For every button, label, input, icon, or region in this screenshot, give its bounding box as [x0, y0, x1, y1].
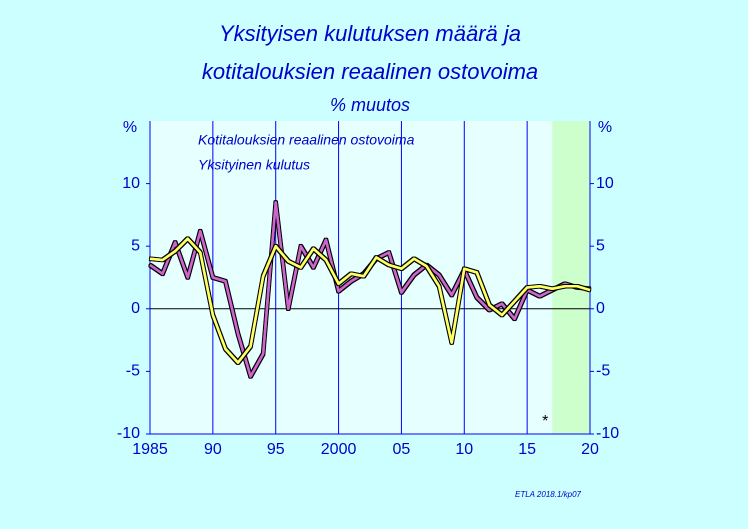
x-tick-label: 15 — [518, 441, 536, 458]
y-axis-label: % — [598, 119, 612, 136]
x-tick-label: 10 — [455, 441, 473, 458]
chart-subtitle: % muutos — [330, 95, 410, 115]
legend-label: Kotitalouksien reaalinen ostovoima — [198, 132, 415, 148]
line — [149, 237, 591, 364]
chart-title: kotitalouksien reaalinen ostovoima — [202, 59, 538, 84]
y-tick-label: 0 — [131, 300, 140, 317]
y-tick-label: -10 — [596, 425, 619, 442]
plot-area — [150, 121, 590, 434]
y-tick-label: 10 — [122, 175, 140, 192]
x-tick-label: 90 — [204, 441, 222, 458]
x-tick-label: 2000 — [321, 441, 357, 458]
x-tick-label: 95 — [267, 441, 285, 458]
source: ETLA 2018.1/kp07 — [515, 490, 582, 499]
annotation: * — [542, 413, 548, 430]
y-tick-label: -5 — [126, 363, 140, 380]
x-tick-label: 20 — [581, 441, 599, 458]
y-tick-label: 10 — [596, 175, 614, 192]
x-tick-label: 05 — [393, 441, 411, 458]
y-axis-label: % — [123, 119, 137, 136]
y-tick-label: -5 — [596, 363, 610, 380]
forecast-region — [552, 121, 590, 434]
x-tick-label: 1985 — [132, 441, 168, 458]
y-tick-label: 5 — [596, 237, 605, 254]
legend-label: Yksityinen kulutus — [198, 157, 310, 173]
y-tick-label: -10 — [117, 425, 140, 442]
y-tick-label: 5 — [131, 237, 140, 254]
y-tick-label: 0 — [596, 300, 605, 317]
chart-title: Yksityisen kulutuksen määrä ja — [219, 21, 521, 46]
